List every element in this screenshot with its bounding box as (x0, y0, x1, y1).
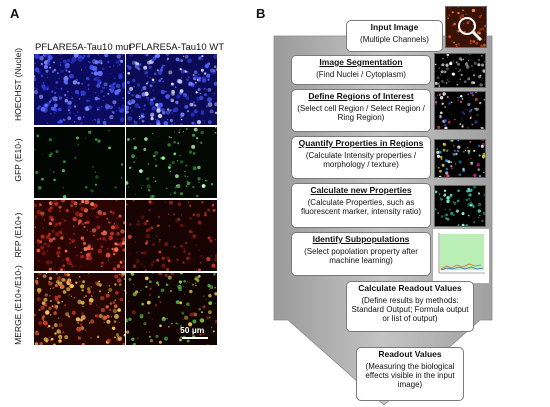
scale-bar (182, 337, 208, 339)
image-rfp-wt (125, 199, 218, 272)
new-properties-thumbnail (434, 185, 486, 227)
readout-values-box: Readout Values (Measuring the biological… (356, 347, 464, 401)
column-header-wt: PFLARE5A-Tau10 WT (129, 42, 225, 53)
image-hoechst-wt (125, 53, 218, 126)
step-define-regions-title: Define Regions of Interest (308, 91, 414, 101)
image-rfp-mut (33, 199, 126, 272)
readout-values-body: (Measuring the biological effects visibl… (365, 361, 455, 390)
step-calculate-readout-body: (Define results by methods: Standard Out… (351, 295, 469, 324)
row-label-hoechst: HOECHST (Nuclei) (13, 47, 23, 121)
step-calculate-new-properties-title: Calculate new Properties (310, 185, 412, 195)
step-identify-subpopulations-body: (Select popolation property after machin… (304, 246, 418, 265)
step-calculate-readout-title: Calculate Readout Values (358, 283, 462, 293)
scale-bar-label: 50 µm (180, 325, 205, 335)
readout-values-title: Readout Values (378, 349, 442, 359)
input-image-body: (Multiple Channels) (360, 34, 429, 44)
regions-thumbnail (434, 91, 486, 130)
step-identify-subpopulations: Identify Subpopulations (Select popolati… (291, 232, 431, 276)
step-image-segmentation: Image Segmentation (Find Nuclei / Cytopl… (291, 55, 431, 85)
row-label-merge: MERGE (E10+/E10-) (13, 265, 23, 345)
image-gfp-wt (125, 126, 218, 199)
step-quantify-properties-body: (Calculate Intensity properties / morpho… (305, 150, 417, 169)
input-image-title: Input Image (370, 22, 419, 32)
step-calculate-new-properties: Calculate new Properties (Calculate Prop… (291, 183, 431, 228)
row-label-gfp: GFP (E10-) (13, 138, 23, 182)
step-define-regions: Define Regions of Interest (Select cell … (291, 89, 431, 132)
row-label-rfp: RFP (E10+) (13, 212, 23, 258)
step-identify-subpopulations-title: Identify Subpopulations (312, 234, 410, 244)
step-image-segmentation-body: (Find Nuclei / Cytoplasm) (316, 69, 406, 79)
image-gfp-mut (33, 126, 126, 199)
step-image-segmentation-title: Image Segmentation (319, 57, 403, 67)
segmentation-thumbnail (434, 53, 486, 88)
step-define-regions-body: (Select cell Region / Select Region / Ri… (297, 103, 425, 122)
step-calculate-readout: Calculate Readout Values (Define results… (346, 281, 474, 332)
quantify-thumbnail (434, 139, 486, 178)
magnifier-icon (458, 17, 483, 42)
image-merge-wt (125, 272, 218, 346)
image-merge-mut (33, 272, 126, 346)
microscopy-grid (33, 53, 218, 346)
panel-b-letter: B (256, 6, 266, 21)
step-calculate-new-properties-body: (Calculate Properties, such as fluoresce… (300, 197, 422, 216)
panel-a-letter: A (10, 6, 20, 21)
subpopulation-plot-thumbnail (432, 228, 490, 284)
input-image-box: Input Image (Multiple Channels) (346, 20, 443, 52)
step-quantify-properties-title: Quantify Properties in Regions (298, 138, 424, 148)
image-hoechst-mut (33, 53, 126, 126)
step-quantify-properties: Quantify Properties in Regions (Calculat… (291, 136, 431, 179)
column-header-mut: PFLARE5A-Tau10 mut (35, 42, 132, 53)
